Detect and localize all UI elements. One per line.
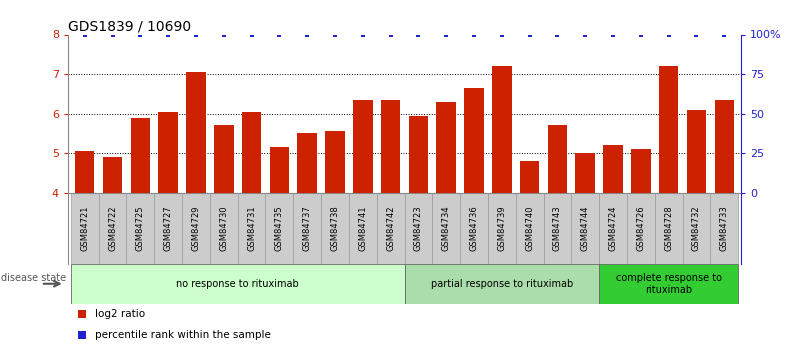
Bar <box>405 264 599 304</box>
Bar <box>238 193 265 264</box>
Bar <box>99 193 127 264</box>
Text: GSM84737: GSM84737 <box>303 206 312 251</box>
Bar <box>210 193 238 264</box>
Bar <box>70 264 405 304</box>
Bar <box>409 116 429 193</box>
Bar <box>654 193 682 264</box>
Bar <box>103 157 123 193</box>
Text: GSM84730: GSM84730 <box>219 206 228 251</box>
Text: complete response to
rituximab: complete response to rituximab <box>616 273 722 295</box>
Bar <box>70 193 99 264</box>
Bar <box>182 193 210 264</box>
Bar <box>214 126 234 193</box>
Bar <box>155 193 182 264</box>
Text: GSM84722: GSM84722 <box>108 206 117 251</box>
Bar <box>516 193 544 264</box>
Text: GSM84742: GSM84742 <box>386 206 395 251</box>
Bar <box>488 193 516 264</box>
Text: GSM84740: GSM84740 <box>525 206 534 251</box>
Bar <box>465 88 484 193</box>
Text: GSM84733: GSM84733 <box>720 206 729 251</box>
Bar <box>710 193 739 264</box>
Bar <box>127 193 155 264</box>
Text: GSM84729: GSM84729 <box>191 206 200 251</box>
Bar <box>599 264 739 304</box>
Text: GSM84721: GSM84721 <box>80 206 89 251</box>
Bar <box>265 193 293 264</box>
Text: GSM84734: GSM84734 <box>441 206 451 251</box>
Bar <box>187 72 206 193</box>
Bar <box>293 193 321 264</box>
Text: GSM84735: GSM84735 <box>275 206 284 251</box>
Text: GSM84725: GSM84725 <box>136 206 145 251</box>
Text: GSM84741: GSM84741 <box>358 206 368 251</box>
Bar <box>75 151 95 193</box>
Bar <box>242 112 261 193</box>
Bar <box>686 110 706 193</box>
Text: GSM84724: GSM84724 <box>609 206 618 251</box>
Bar <box>575 153 595 193</box>
Bar <box>682 193 710 264</box>
Bar <box>433 193 460 264</box>
Bar <box>380 100 400 193</box>
Text: GSM84743: GSM84743 <box>553 206 562 251</box>
Bar <box>321 193 349 264</box>
Bar <box>437 102 456 193</box>
Text: percentile rank within the sample: percentile rank within the sample <box>95 330 271 339</box>
Bar <box>520 161 539 193</box>
Bar <box>544 193 571 264</box>
Bar <box>349 193 376 264</box>
Bar <box>599 193 627 264</box>
Text: GSM84726: GSM84726 <box>636 206 646 251</box>
Bar <box>714 100 734 193</box>
Bar <box>376 193 405 264</box>
Text: GSM84736: GSM84736 <box>469 206 478 251</box>
Bar <box>270 147 289 193</box>
Text: GSM84727: GSM84727 <box>163 206 173 251</box>
Bar <box>659 66 678 193</box>
Bar <box>492 66 512 193</box>
Bar <box>353 100 372 193</box>
Text: partial response to rituximab: partial response to rituximab <box>431 279 573 289</box>
Bar <box>405 193 433 264</box>
Bar <box>325 131 344 193</box>
Text: disease state: disease state <box>1 273 66 283</box>
Bar <box>603 145 622 193</box>
Text: GSM84723: GSM84723 <box>414 206 423 251</box>
Text: no response to rituximab: no response to rituximab <box>176 279 299 289</box>
Text: GSM84732: GSM84732 <box>692 206 701 251</box>
Text: GSM84738: GSM84738 <box>331 206 340 251</box>
Text: GSM84731: GSM84731 <box>247 206 256 251</box>
Text: GSM84728: GSM84728 <box>664 206 673 251</box>
Bar <box>460 193 488 264</box>
Bar <box>159 112 178 193</box>
Bar <box>627 193 654 264</box>
Text: GSM84744: GSM84744 <box>581 206 590 251</box>
Text: log2 ratio: log2 ratio <box>95 309 145 319</box>
Bar <box>571 193 599 264</box>
Bar <box>131 118 150 193</box>
Bar <box>631 149 650 193</box>
Text: GSM84739: GSM84739 <box>497 206 506 251</box>
Text: GDS1839 / 10690: GDS1839 / 10690 <box>68 19 191 33</box>
Bar <box>548 126 567 193</box>
Bar <box>297 134 317 193</box>
